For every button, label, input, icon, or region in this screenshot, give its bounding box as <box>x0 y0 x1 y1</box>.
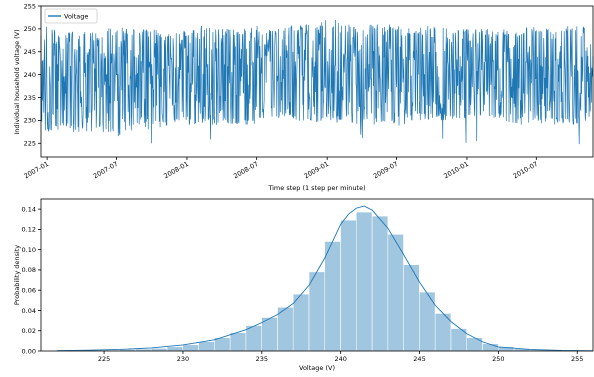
histogram-bar <box>340 220 357 352</box>
top-x-tick-label: 2010-01 <box>442 160 470 181</box>
top-y-tick-label: 235 <box>24 94 36 102</box>
bottom-y-tick-label: 0.04 <box>22 307 36 315</box>
voltage-series <box>40 20 594 145</box>
top-y-axis-ticks: 225 230 235 240 245 250 255 <box>24 2 41 148</box>
top-x-tick-label: 2007-01 <box>23 160 51 181</box>
kde-line <box>56 205 594 352</box>
legend: Voltage <box>44 8 98 24</box>
top-y-tick-label: 225 <box>24 140 36 148</box>
bottom-plot-frame <box>40 198 594 352</box>
bottom-y-tick-label: 0.10 <box>22 246 36 254</box>
bottom-y-axis-label: Probability density <box>13 245 21 305</box>
bottom-x-axis-ticks: 225 230 235 240 245 250 255 <box>98 351 583 363</box>
histogram-bar <box>466 337 483 352</box>
top-x-tick-label: 2008-01 <box>162 160 190 181</box>
top-y-tick-label: 250 <box>24 25 36 33</box>
bottom-x-tick-label: 235 <box>256 355 268 363</box>
bottom-y-tick-label: 0.14 <box>22 205 36 213</box>
bottom-x-tick-label: 230 <box>177 355 189 363</box>
bottom-x-tick-label: 255 <box>571 355 583 363</box>
top-y-tick-label: 245 <box>24 48 36 56</box>
bottom-x-axis-label: Voltage (V) <box>299 364 335 372</box>
histogram-bar <box>167 346 183 352</box>
histogram-bar <box>261 317 278 352</box>
top-x-tick-label: 2007-07 <box>92 160 120 181</box>
bottom-x-tick-label: 250 <box>492 355 504 363</box>
bottom-panel: 0.000.020.040.060.080.100.120.14 225 230 2… <box>13 198 594 372</box>
top-y-tick-label: 230 <box>24 117 36 125</box>
top-x-axis-label: Time step (1 step per minute) <box>267 184 365 192</box>
histogram-bar <box>198 341 215 352</box>
bottom-y-tick-label: 0.02 <box>22 327 36 335</box>
histogram-bar <box>324 241 341 352</box>
histogram-bar <box>372 216 388 352</box>
bottom-x-tick-label: 225 <box>98 355 110 363</box>
bottom-y-tick-label: 0.00 <box>22 347 36 355</box>
bottom-y-axis-ticks: 0.00 0.02 0.04 0.06 0.08 0.10 0.12 0.14 <box>22 205 41 355</box>
top-x-tick-label: 2009-07 <box>372 160 400 181</box>
histogram-bar <box>277 307 294 352</box>
bottom-y-tick-label: 0.12 <box>22 226 36 234</box>
histogram-bar <box>293 294 309 352</box>
top-x-tick-label: 2009-01 <box>303 160 331 181</box>
histogram-bar <box>482 343 499 352</box>
bottom-x-tick-label: 245 <box>413 355 425 363</box>
histogram-bar <box>387 234 404 352</box>
bottom-y-tick-label: 0.08 <box>22 266 36 274</box>
histogram-bar <box>356 212 373 352</box>
top-x-axis-ticks: 2007-01 2007-07 2008-01 2008-07 2009-01 2009-… <box>23 157 540 181</box>
legend-label: Voltage <box>64 12 88 20</box>
histogram-bar <box>182 344 199 352</box>
top-x-tick-label: 2010-07 <box>512 160 540 181</box>
histogram-bar <box>308 271 325 352</box>
top-y-tick-label: 240 <box>24 71 36 79</box>
histogram-bar <box>230 332 246 352</box>
density-curve <box>56 205 594 352</box>
histogram-bars <box>72 212 578 352</box>
voltage-line <box>40 20 594 145</box>
histogram-bar <box>214 337 231 352</box>
bottom-y-tick-label: 0.06 <box>22 287 36 295</box>
bottom-x-tick-label: 240 <box>334 355 346 363</box>
top-panel: 225 230 235 240 245 250 255 2007-01 2007-07 2008… <box>13 2 594 192</box>
histogram-bar <box>245 325 262 352</box>
top-y-tick-label: 255 <box>24 2 36 10</box>
legend-box <box>44 8 98 24</box>
top-plot-frame <box>40 5 594 158</box>
top-y-axis-label: Individual household voltage (V) <box>13 29 21 134</box>
top-x-tick-label: 2008-07 <box>232 160 260 181</box>
